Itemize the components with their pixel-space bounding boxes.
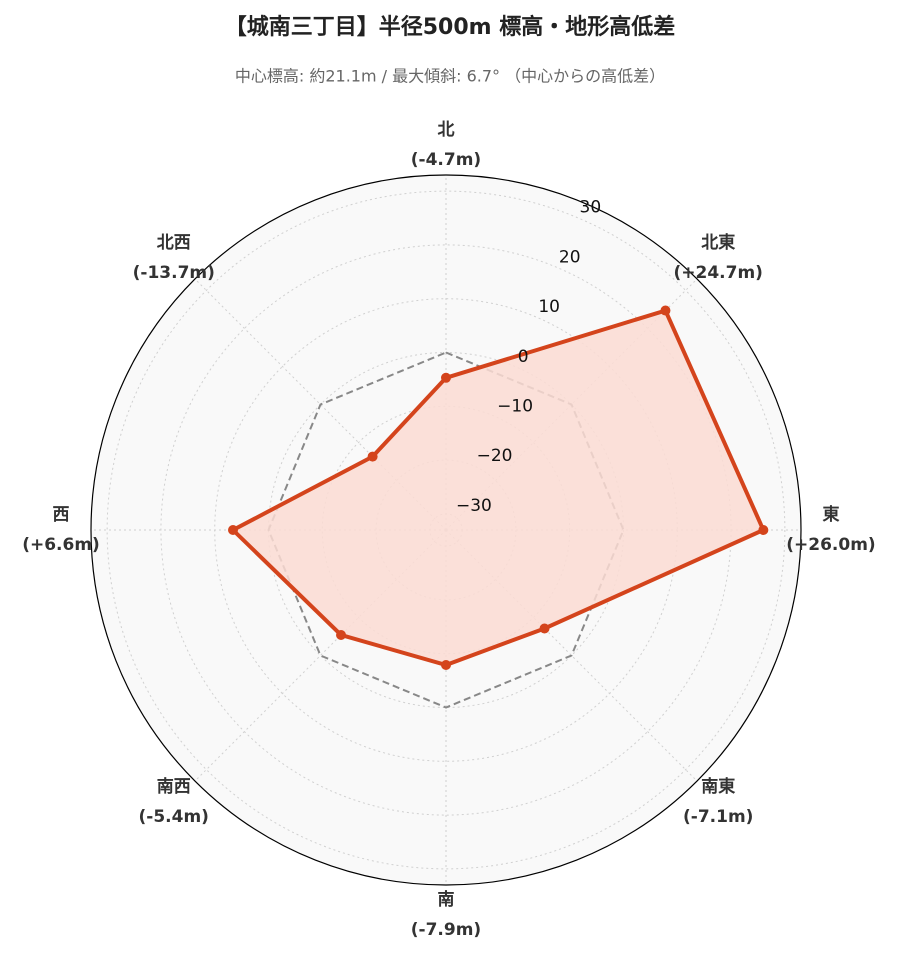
category-label: 南東 — [701, 776, 735, 797]
value-label: (-13.7m) — [133, 263, 215, 283]
grid-spoke — [194, 529, 447, 782]
value-label: (-7.9m) — [411, 920, 481, 940]
grid-spoke — [194, 278, 447, 531]
radial-tick-label: 20 — [559, 247, 581, 267]
category-label: 北 — [438, 120, 455, 140]
data-point — [441, 372, 451, 383]
radial-tick-label: −10 — [497, 396, 533, 416]
data-point — [660, 305, 671, 316]
radial-tick-label: 30 — [580, 198, 602, 218]
data-point — [539, 623, 550, 634]
chart-title: 【城南三丁目】半径500m 標高・地形高低差 — [225, 14, 676, 40]
data-point — [441, 660, 451, 671]
value-label: (+24.7m) — [674, 263, 763, 283]
radial-tick-label: −20 — [477, 446, 513, 466]
data-point — [336, 629, 347, 640]
chart-subtitle: 中心標高: 約21.1m / 最大傾斜: 6.7° （中心からの高低差） — [235, 67, 665, 86]
value-label: (+6.6m) — [22, 535, 100, 555]
data-point — [228, 525, 238, 535]
radial-tick-label: 10 — [538, 297, 560, 317]
category-label: 北東 — [701, 232, 735, 253]
grid-circle — [106, 190, 786, 870]
category-label: 西 — [53, 505, 70, 525]
data-point — [758, 525, 769, 535]
category-label: 南 — [438, 889, 455, 910]
radial-tick-label: −30 — [456, 496, 492, 516]
grid-spoke — [445, 529, 698, 782]
data-point — [367, 451, 378, 462]
category-label: 南西 — [157, 776, 191, 797]
value-label: (-4.7m) — [411, 150, 481, 170]
category-label: 東 — [823, 504, 840, 525]
plot-border — [90, 174, 802, 886]
value-label: (+26.0m) — [786, 535, 875, 555]
value-label: (-5.4m) — [139, 807, 209, 827]
value-label: (-7.1m) — [683, 807, 753, 827]
radial-tick-label: 0 — [518, 347, 529, 367]
category-label: 北西 — [157, 233, 191, 253]
